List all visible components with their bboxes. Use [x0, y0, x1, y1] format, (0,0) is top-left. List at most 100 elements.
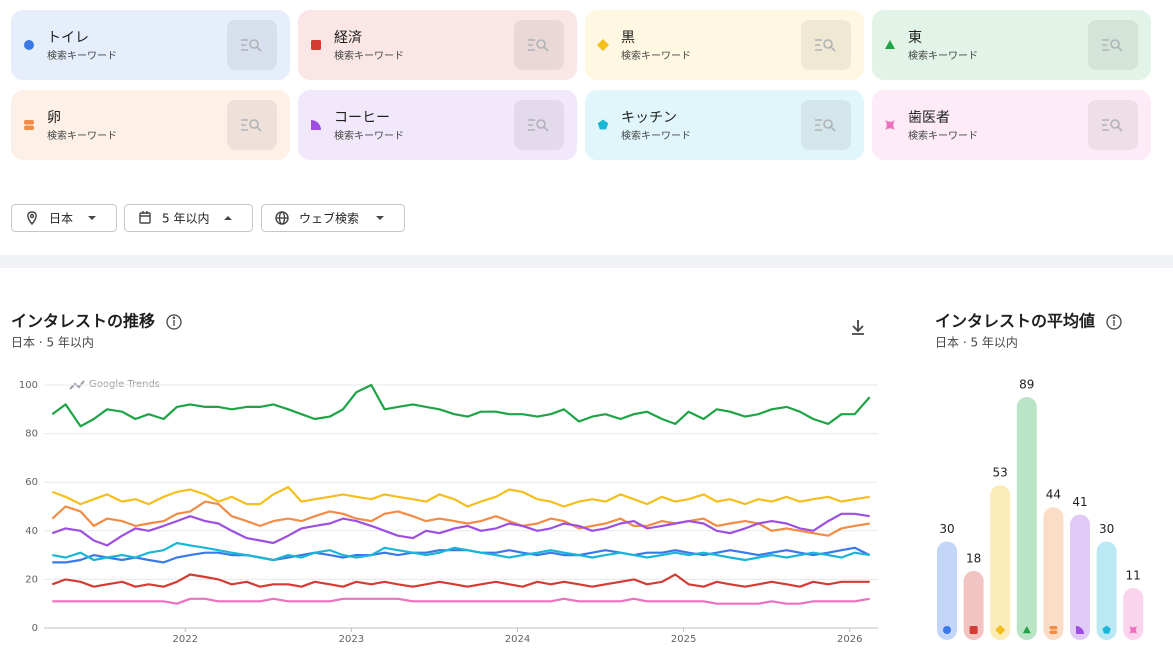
keyword-card[interactable]: [298, 10, 577, 80]
icon-shape: [885, 120, 895, 130]
keyword-card[interactable]: [872, 90, 1151, 160]
bar-value-label: 89: [1019, 377, 1034, 391]
keyword-card[interactable]: [11, 90, 290, 160]
icon-shape: [1129, 626, 1138, 634]
icon-shape: [969, 626, 978, 634]
filter-label: ウェブ検索: [299, 211, 359, 226]
keyword-card[interactable]: [298, 90, 577, 160]
compare-button[interactable]: [1088, 100, 1138, 150]
compare-button[interactable]: [801, 100, 851, 150]
x-tick-label: 2023: [339, 634, 364, 645]
icon-lines: [528, 39, 535, 51]
keyword-icon: [943, 626, 951, 634]
section-divider: [0, 255, 1173, 268]
icon-lines: [241, 119, 248, 131]
info-icon[interactable]: [1106, 314, 1122, 330]
keyword-subtitle: 検索キーワード: [334, 129, 404, 142]
filter-chip[interactable]: [124, 204, 253, 232]
compare-icon: [1102, 39, 1123, 52]
keyword-card[interactable]: [585, 90, 864, 160]
chip-icon: [139, 211, 151, 224]
keyword-name: 黒: [621, 30, 635, 46]
x-tick-label: 2025: [671, 634, 696, 645]
icon-lens: [823, 119, 833, 129]
chip-icon: [275, 211, 289, 225]
icon-shape: [597, 119, 609, 130]
bar-chart-title: インタレストの平均値: [935, 312, 1095, 331]
bar: [1096, 541, 1117, 640]
x-tick-label: 2026: [837, 634, 862, 645]
series-line: [52, 541, 870, 562]
compare-icon: [528, 39, 549, 52]
keyword-name: 卵: [47, 110, 61, 126]
icon-shape: [1049, 626, 1058, 630]
compare-button[interactable]: [227, 20, 277, 70]
keyword-card[interactable]: [872, 10, 1151, 80]
keyword-subtitle: 検索キーワード: [47, 129, 117, 142]
keyword-name: コーヒー: [334, 110, 390, 126]
info-icon[interactable]: [166, 314, 182, 330]
keyword-name: 歯医者: [908, 110, 950, 126]
keyword-subtitle: 検索キーワード: [908, 129, 978, 142]
keyword-icon: [1076, 626, 1084, 634]
bar-chart-subtitle: 日本 · 5 年以内: [935, 336, 1018, 350]
icon-handle: [830, 126, 836, 132]
compare-button[interactable]: [801, 20, 851, 70]
icon-shape: [885, 40, 895, 49]
y-tick-label: 40: [25, 526, 38, 537]
keyword-icon: [597, 39, 609, 51]
compare-button[interactable]: [227, 100, 277, 150]
keyword-name: キッチン: [621, 110, 677, 126]
icon-lines: [815, 39, 822, 51]
icon-handle: [1117, 126, 1123, 132]
keyword-subtitle: 検索キーワード: [908, 49, 978, 62]
icon-shape: [311, 40, 321, 50]
icon-shape: [1049, 630, 1058, 634]
keyword-subtitle: 検索キーワード: [621, 129, 691, 142]
compare-icon: [1102, 119, 1123, 132]
filter-label: 日本: [49, 212, 73, 226]
dropdown-arrow: [224, 216, 232, 220]
filter-chip[interactable]: [261, 204, 405, 232]
icon-shape: [1102, 625, 1111, 634]
x-tick-label: 2024: [505, 634, 530, 645]
y-tick-label: 20: [25, 574, 38, 585]
icon-handle: [830, 46, 836, 52]
bar-value-label: 53: [993, 466, 1008, 480]
icon-shape: [1076, 626, 1084, 634]
bar: [1123, 588, 1144, 640]
bar-value-label: 30: [1099, 522, 1114, 536]
icon-shape: [1022, 626, 1031, 634]
keyword-card[interactable]: [11, 10, 290, 80]
bar: [1016, 396, 1037, 640]
icon-handle: [256, 126, 262, 132]
compare-icon: [815, 39, 836, 52]
dropdown-arrow: [376, 216, 384, 220]
compare-button[interactable]: [514, 20, 564, 70]
line-chart-title: インタレストの推移: [11, 312, 155, 331]
y-tick-label: 0: [32, 623, 38, 634]
dropdown-arrow: [88, 216, 96, 220]
icon-handle: [256, 46, 262, 52]
keyword-icon: [1129, 626, 1138, 634]
filter-chip[interactable]: [11, 204, 117, 232]
icon-handle: [543, 126, 549, 132]
download-button[interactable]: [852, 320, 864, 335]
icon-shape: [24, 125, 34, 130]
keyword-icon: [885, 120, 895, 130]
compare-icon: [241, 119, 262, 132]
icon-shape: [311, 120, 321, 130]
compare-button[interactable]: [514, 100, 564, 150]
pin: [27, 211, 37, 226]
icon-shape: [24, 40, 34, 50]
keyword-card[interactable]: [585, 10, 864, 80]
series-line: [51, 500, 870, 537]
keyword-subtitle: 検索キーワード: [621, 49, 691, 62]
compare-icon: [528, 119, 549, 132]
compare-button[interactable]: [1088, 20, 1138, 70]
bar: [937, 541, 957, 640]
icon-lens: [536, 39, 546, 49]
icon-handle: [1117, 46, 1123, 52]
